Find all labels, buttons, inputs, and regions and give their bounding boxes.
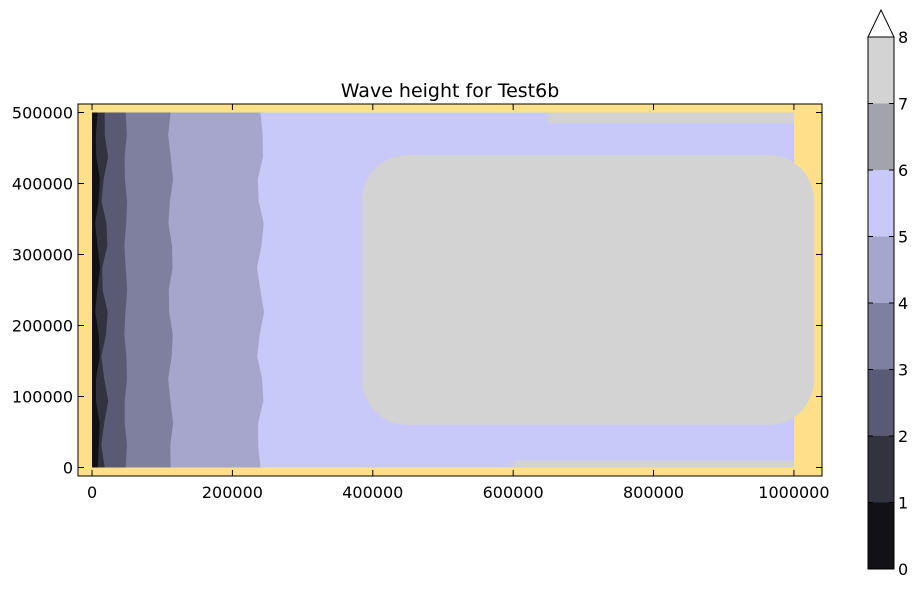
- colorbar-segment: [868, 369, 894, 436]
- y-tick-label: 0: [63, 458, 73, 477]
- colorbar-tick-label: 6: [898, 161, 908, 180]
- chart-title: Wave height for Test6b: [341, 80, 560, 102]
- colorbar-tick-label: 2: [898, 427, 908, 446]
- plot-frame: [77, 103, 823, 477]
- colorbar-extend-triangle: [867, 8, 895, 38]
- y-axis: 0 100000 200000 300000 400000 500000: [12, 104, 822, 477]
- x-tick-label: 400000: [342, 483, 403, 502]
- contour-band: [545, 112, 794, 124]
- contour-bands: [92, 112, 814, 468]
- plot-area: [77, 103, 823, 477]
- x-axis: 0 200000 400000 600000 800000 1000000: [87, 104, 830, 502]
- colorbar-tick-label: 1: [898, 494, 908, 513]
- colorbar-segment: [868, 303, 894, 370]
- y-tick-label: 300000: [12, 246, 73, 265]
- colorbar-segment: [868, 436, 894, 503]
- x-tick-label: 0: [87, 483, 97, 502]
- contour-band: [509, 460, 794, 468]
- x-tick-label: 200000: [202, 483, 263, 502]
- x-tick-label: 800000: [623, 483, 684, 502]
- colorbar-tick-label: 0: [898, 560, 908, 579]
- colorbar-segment: [868, 37, 894, 104]
- colorbar: 0 1 2 3 4 5 6 7 8: [867, 8, 908, 579]
- colorbar-tick-label: 3: [898, 361, 908, 380]
- x-tick-label: 600000: [483, 483, 544, 502]
- y-tick-label: 400000: [12, 175, 73, 194]
- colorbar-tick-label: 4: [898, 294, 908, 313]
- colorbar-segment: [868, 103, 894, 170]
- colorbar-segment: [868, 502, 894, 569]
- colorbar-tick-label: 5: [898, 228, 908, 247]
- y-tick-label: 100000: [12, 387, 73, 406]
- colorbar-tick-label: 7: [898, 95, 908, 114]
- colorbar-tick-label: 8: [898, 28, 908, 47]
- x-tick-label: 1000000: [758, 483, 829, 502]
- contour-band: [362, 155, 814, 425]
- colorbar-segment: [868, 170, 894, 237]
- colorbar-segment: [868, 236, 894, 303]
- y-tick-label: 200000: [12, 316, 73, 335]
- y-tick-label: 500000: [12, 104, 73, 123]
